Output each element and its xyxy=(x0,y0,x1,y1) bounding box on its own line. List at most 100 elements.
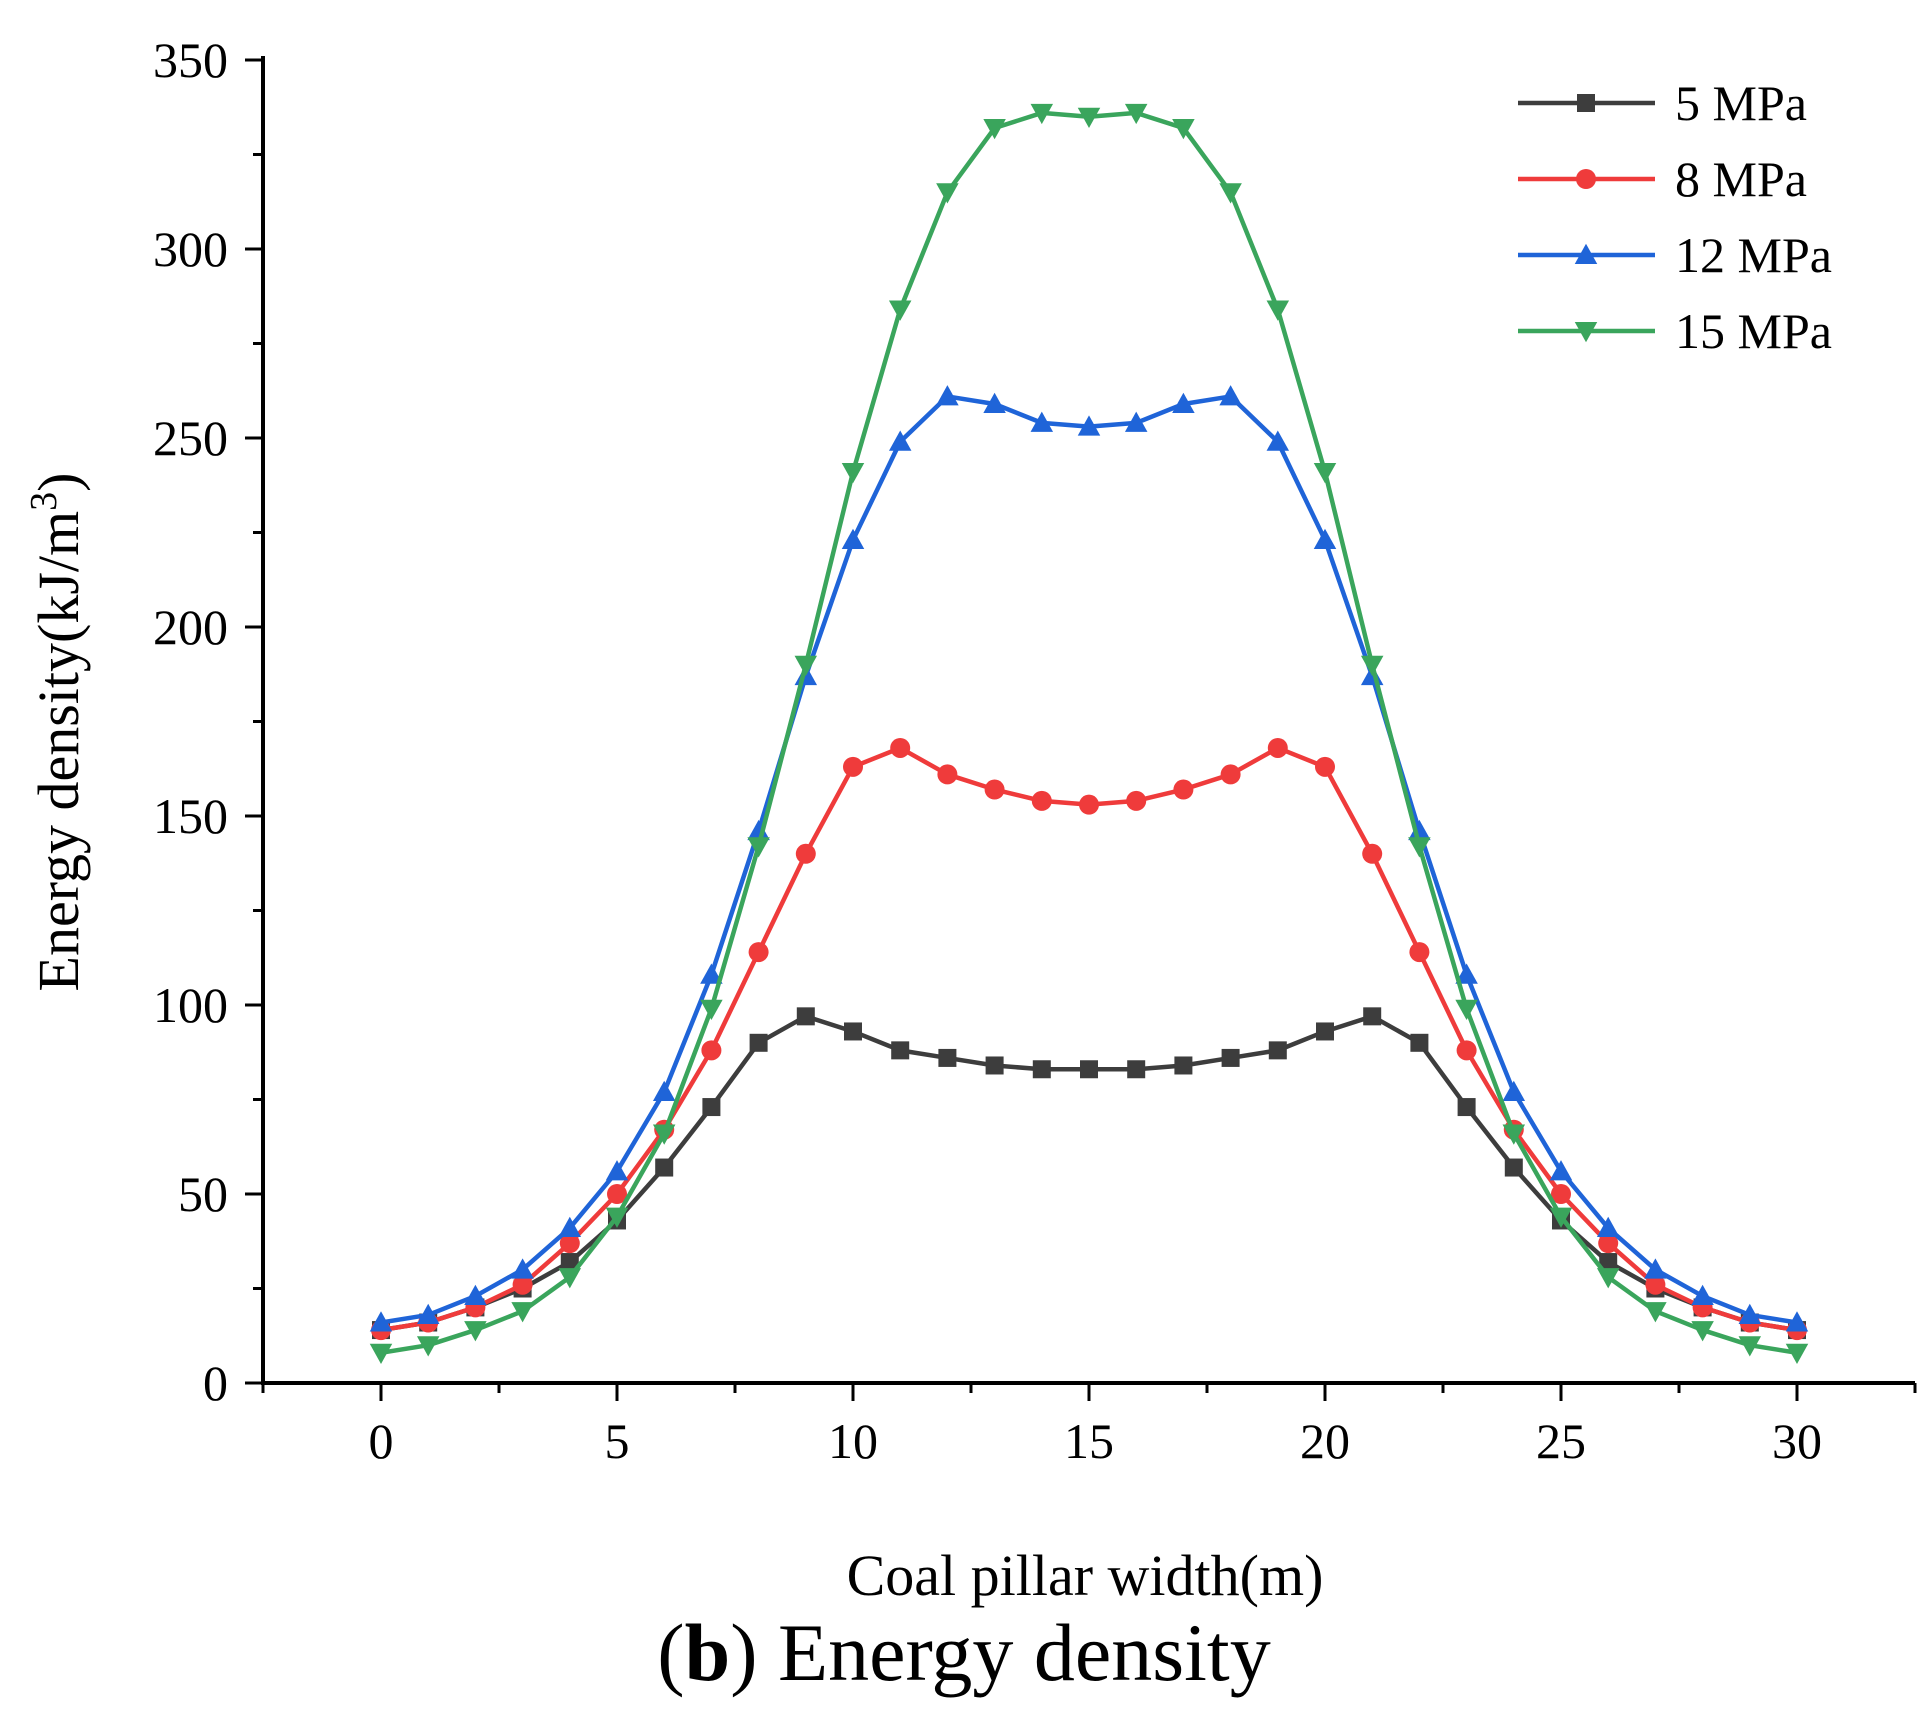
legend-item: 5 MPa xyxy=(1518,75,1807,131)
data-point xyxy=(1077,415,1101,436)
legend-label: 5 MPa xyxy=(1675,75,1807,131)
data-point xyxy=(888,300,912,321)
y-axis-title-close: ) xyxy=(26,473,91,492)
data-point xyxy=(1030,103,1054,125)
y-tick-label: 150 xyxy=(153,788,228,844)
y-axis-title: Energy density(kJ/m3) xyxy=(23,473,91,992)
series-15-mpa xyxy=(369,103,1809,1365)
data-point xyxy=(1455,999,1478,1021)
data-point xyxy=(1031,790,1052,811)
y-axis-title-main: Energy density(kJ/m xyxy=(26,511,91,992)
data-point xyxy=(512,1274,533,1295)
y-tick-label: 250 xyxy=(153,410,228,466)
data-point xyxy=(1504,1158,1523,1177)
data-point xyxy=(655,1158,674,1177)
data-point xyxy=(844,1022,862,1041)
data-point xyxy=(700,999,723,1021)
data-point xyxy=(937,764,958,785)
legend-item: 8 MPa xyxy=(1518,151,1807,207)
legend-label: 15 MPa xyxy=(1675,303,1832,359)
x-tick-label: 25 xyxy=(1536,1413,1586,1469)
data-point xyxy=(888,430,912,451)
data-point xyxy=(416,1303,440,1324)
data-point xyxy=(416,1336,440,1357)
legend-label: 8 MPa xyxy=(1675,151,1807,207)
data-point xyxy=(1172,392,1195,413)
data-point xyxy=(652,1080,676,1101)
data-point xyxy=(1363,1007,1382,1026)
data-point xyxy=(1502,1080,1526,1101)
data-point xyxy=(1266,300,1290,321)
data-point xyxy=(1644,1302,1667,1323)
x-tick-label: 20 xyxy=(1300,1413,1350,1469)
series-5-mpa xyxy=(372,1007,1806,1340)
data-point xyxy=(747,819,770,841)
data-point xyxy=(749,1033,768,1052)
data-point xyxy=(1738,1303,1762,1324)
data-point xyxy=(794,655,818,677)
data-point xyxy=(1079,794,1099,815)
y-tick-label: 100 xyxy=(153,977,228,1033)
data-point xyxy=(702,1098,721,1117)
data-point xyxy=(1785,1343,1809,1365)
data-point xyxy=(652,1124,676,1145)
data-point xyxy=(700,963,723,984)
data-point xyxy=(983,392,1006,413)
data-point xyxy=(1738,1336,1762,1357)
data-point xyxy=(985,1056,1004,1075)
data-point xyxy=(984,779,1005,800)
data-point xyxy=(1455,963,1478,984)
legend-swatch-marker xyxy=(1574,322,1598,343)
data-point xyxy=(938,1048,957,1067)
data-point xyxy=(1221,1048,1240,1067)
data-point xyxy=(841,528,865,550)
data-point xyxy=(369,1311,393,1332)
data-point xyxy=(701,1040,722,1061)
data-point xyxy=(748,942,769,963)
data-point xyxy=(1599,1253,1618,1272)
data-point xyxy=(1268,1041,1287,1060)
data-point xyxy=(605,1207,629,1228)
data-point xyxy=(560,1253,579,1272)
data-point xyxy=(1173,779,1194,800)
x-tick-label: 15 xyxy=(1064,1413,1114,1469)
data-point xyxy=(1124,103,1148,125)
series-line xyxy=(380,110,1798,1355)
data-point xyxy=(464,1321,487,1342)
data-point xyxy=(1315,756,1335,777)
legend-swatch-marker xyxy=(1574,243,1598,264)
data-point xyxy=(605,1160,629,1181)
data-point xyxy=(1313,528,1337,550)
data-point xyxy=(1220,764,1241,785)
y-tick-label: 350 xyxy=(153,32,228,88)
data-point xyxy=(891,1041,910,1060)
data-point xyxy=(1691,1284,1714,1306)
data-point xyxy=(1409,942,1430,963)
legend-label: 12 MPa xyxy=(1675,227,1832,283)
data-point xyxy=(1316,1022,1334,1041)
y-tick-label: 200 xyxy=(153,599,228,655)
series-12-mpa xyxy=(369,385,1809,1332)
data-point xyxy=(1691,1321,1714,1342)
data-point xyxy=(1126,790,1147,811)
caption-open: ( xyxy=(657,1607,685,1698)
data-point xyxy=(1360,655,1384,677)
data-point xyxy=(1596,1268,1620,1289)
data-point xyxy=(1645,1274,1666,1295)
data-point xyxy=(1080,1060,1098,1079)
legend-swatch-marker xyxy=(1576,169,1596,189)
data-point xyxy=(607,1184,627,1204)
x-tick-label: 5 xyxy=(605,1413,630,1469)
data-point xyxy=(795,843,816,864)
data-point xyxy=(1549,1160,1573,1181)
series-line xyxy=(380,394,1798,1325)
y-tick-label: 50 xyxy=(178,1166,228,1222)
data-point xyxy=(1502,1124,1526,1145)
data-point xyxy=(1551,1184,1571,1204)
data-point xyxy=(559,1233,580,1254)
data-point xyxy=(1408,819,1431,841)
data-point xyxy=(936,385,959,406)
data-point xyxy=(841,463,865,484)
